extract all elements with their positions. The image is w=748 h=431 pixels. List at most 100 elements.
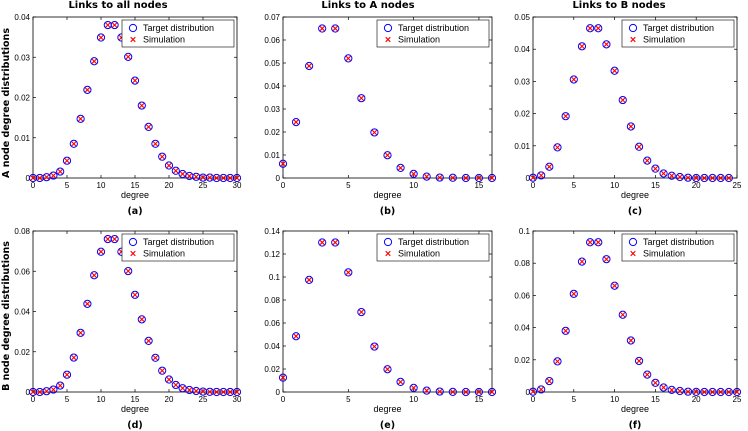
simulation-point	[57, 168, 63, 175]
y-tick-label: 0.1	[269, 273, 281, 282]
target-point	[732, 387, 742, 397]
simulation-point	[71, 141, 77, 147]
y-tick-label: 0.06	[264, 36, 280, 45]
x-tick-label: 0	[31, 395, 36, 404]
legend-box	[121, 233, 235, 262]
simulation-point	[587, 239, 593, 245]
target-point	[537, 171, 546, 180]
x-tick-label: 25	[733, 181, 742, 190]
x-tick-label: 0	[281, 181, 286, 190]
legend-target-label: Target distribution	[143, 237, 214, 247]
simulation-point	[423, 387, 430, 394]
target-point	[724, 173, 733, 183]
simulation-point	[636, 358, 642, 364]
legend-simulation-marker	[630, 36, 636, 43]
target-point	[586, 238, 595, 247]
x-tick-label: 0	[31, 181, 36, 190]
target-point	[634, 356, 644, 366]
simulation-point	[571, 291, 577, 297]
target-point	[130, 290, 140, 299]
legend-simulation-marker	[385, 36, 391, 43]
x-axis-label: degree	[121, 190, 149, 200]
simulation-point	[145, 338, 152, 344]
target-point	[331, 238, 340, 247]
target-point	[602, 255, 611, 264]
simulation-point	[220, 389, 227, 395]
target-point	[62, 370, 72, 379]
target-point	[474, 173, 484, 183]
simulation-point	[77, 330, 84, 336]
simulation-point	[306, 277, 312, 283]
target-point	[318, 24, 327, 33]
simulation-point	[603, 256, 610, 262]
legend-simulation-marker	[385, 250, 391, 257]
target-point	[370, 128, 379, 137]
legend-target-marker	[628, 23, 638, 33]
simulation-point	[132, 77, 138, 84]
target-point	[448, 387, 457, 396]
simulation-point	[77, 116, 84, 122]
x-tick-label: 10	[610, 181, 619, 190]
simulation-point	[538, 386, 544, 393]
target-point	[487, 173, 497, 183]
column-title-a: Links to A nodes	[321, 0, 414, 11]
target-point	[561, 326, 570, 335]
y-tick-label: 0	[276, 174, 281, 183]
y-tick-label: 0.05	[514, 13, 530, 22]
target-point	[62, 156, 72, 165]
simulation-point	[669, 173, 675, 179]
simulation-point	[166, 162, 172, 169]
target-point	[667, 385, 676, 395]
simulation-point	[554, 358, 561, 365]
target-point	[618, 310, 627, 319]
simulation-point	[139, 316, 145, 323]
simulation-point	[227, 175, 233, 181]
simulation-point	[30, 175, 36, 181]
chart-panel-5: 0 5 10 15 0 0.02 0.04 0.06 0.08 0.1 0.12 0.14 degree…	[264, 227, 497, 431]
y-tick-label: 0.03	[264, 105, 280, 114]
target-point	[158, 366, 167, 375]
legend-simulation-marker	[130, 250, 136, 257]
y-tick-label: 0.06	[14, 267, 30, 276]
panel-label: (a)	[127, 206, 142, 217]
x-axis-label: degree	[373, 190, 401, 200]
y-tick-label: 0.01	[514, 142, 530, 151]
target-point	[545, 162, 554, 171]
simulation-point	[660, 384, 667, 391]
target-point	[76, 114, 85, 123]
target-point	[651, 378, 660, 387]
y-tick-label: 0.06	[514, 291, 530, 300]
target-point	[422, 386, 431, 395]
target-point	[683, 173, 693, 182]
simulation-point	[37, 175, 43, 181]
x-tick-label: 5	[572, 181, 577, 190]
simulation-point	[173, 382, 179, 388]
target-point	[602, 40, 611, 49]
simulation-point	[37, 389, 43, 395]
simulation-point	[371, 343, 378, 350]
target-point	[383, 365, 392, 374]
simulation-point	[595, 25, 601, 31]
target-point	[577, 257, 587, 266]
simulation-point	[227, 389, 233, 395]
simulation-point	[98, 249, 104, 255]
x-tick-label: 15	[131, 395, 140, 404]
x-tick-label: 5	[65, 395, 70, 404]
target-point	[643, 156, 652, 165]
x-tick-label: 15	[651, 181, 660, 190]
target-point	[409, 383, 418, 392]
target-point	[610, 281, 619, 290]
y-tick-label: 0.03	[14, 53, 30, 62]
target-point	[569, 289, 578, 298]
legend: Target distribution Simulation	[121, 19, 235, 48]
target-point	[291, 332, 301, 341]
simulation-point	[562, 328, 569, 334]
target-point	[626, 336, 636, 345]
legend: Target distribution Simulation	[621, 233, 735, 262]
y-tick-label: 0.02	[264, 365, 280, 374]
simulation-point	[125, 268, 131, 274]
simulation-point	[644, 371, 650, 378]
target-point	[435, 387, 444, 396]
simulation-point	[280, 374, 286, 381]
legend-box	[621, 233, 735, 262]
